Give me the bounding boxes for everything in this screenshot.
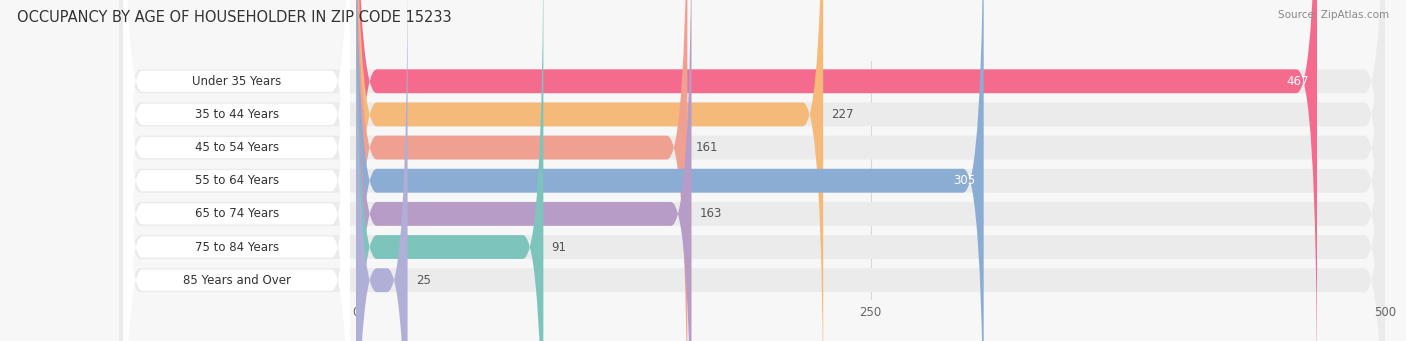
FancyBboxPatch shape: [124, 0, 350, 341]
Text: 65 to 74 Years: 65 to 74 Years: [194, 207, 278, 220]
Text: Under 35 Years: Under 35 Years: [193, 75, 281, 88]
Text: 227: 227: [831, 108, 853, 121]
Text: 35 to 44 Years: 35 to 44 Years: [194, 108, 278, 121]
FancyBboxPatch shape: [120, 0, 1385, 341]
FancyBboxPatch shape: [124, 0, 350, 341]
FancyBboxPatch shape: [356, 0, 823, 341]
FancyBboxPatch shape: [124, 0, 350, 341]
FancyBboxPatch shape: [120, 0, 1385, 341]
FancyBboxPatch shape: [120, 0, 1385, 341]
FancyBboxPatch shape: [124, 0, 350, 341]
Text: Source: ZipAtlas.com: Source: ZipAtlas.com: [1278, 10, 1389, 20]
Text: 161: 161: [696, 141, 718, 154]
FancyBboxPatch shape: [356, 0, 984, 341]
FancyBboxPatch shape: [120, 0, 1385, 341]
Text: 467: 467: [1286, 75, 1309, 88]
Text: 75 to 84 Years: 75 to 84 Years: [194, 240, 278, 254]
FancyBboxPatch shape: [356, 0, 408, 341]
FancyBboxPatch shape: [120, 0, 1385, 341]
FancyBboxPatch shape: [356, 0, 543, 341]
FancyBboxPatch shape: [356, 0, 688, 341]
FancyBboxPatch shape: [124, 0, 350, 341]
FancyBboxPatch shape: [124, 0, 350, 341]
FancyBboxPatch shape: [356, 0, 692, 341]
Text: 163: 163: [700, 207, 723, 220]
FancyBboxPatch shape: [120, 0, 1385, 341]
Text: 91: 91: [551, 240, 567, 254]
FancyBboxPatch shape: [124, 0, 350, 341]
Text: 45 to 54 Years: 45 to 54 Years: [194, 141, 278, 154]
FancyBboxPatch shape: [356, 0, 1317, 341]
Text: 305: 305: [953, 174, 976, 187]
Text: 25: 25: [416, 274, 430, 287]
Text: OCCUPANCY BY AGE OF HOUSEHOLDER IN ZIP CODE 15233: OCCUPANCY BY AGE OF HOUSEHOLDER IN ZIP C…: [17, 10, 451, 25]
FancyBboxPatch shape: [120, 0, 1385, 341]
Text: 85 Years and Over: 85 Years and Over: [183, 274, 291, 287]
Text: 55 to 64 Years: 55 to 64 Years: [194, 174, 278, 187]
